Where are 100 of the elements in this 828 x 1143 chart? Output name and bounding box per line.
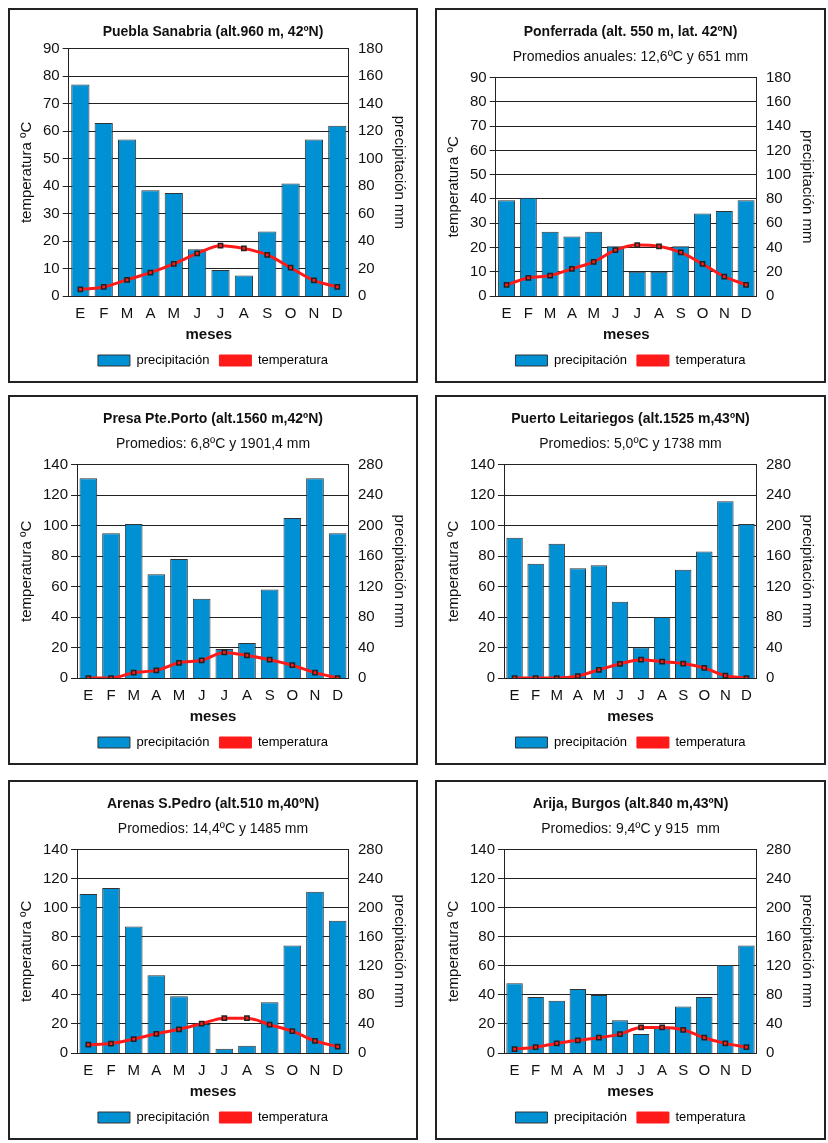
point (77, 286, 84, 293)
y2-axis-title: precipitación mm (799, 894, 817, 1008)
x-tick-label: N (719, 686, 731, 704)
legend-label: precipitación (553, 734, 627, 750)
x-tick-label: O (696, 304, 709, 322)
x-tick-label: A (151, 1061, 162, 1079)
legend-label: precipitación (553, 1109, 627, 1125)
y2-tick-label: 120 (765, 140, 791, 158)
point (334, 1043, 341, 1050)
x-tick-label: D (740, 304, 752, 322)
y2-tick-label: 0 (357, 1043, 367, 1061)
y-tick-label: 120 (43, 485, 69, 503)
x-tick-label: J (197, 686, 206, 704)
x-tick-label: D (741, 1061, 753, 1079)
y-tick-label: 40 (478, 607, 496, 625)
y2-tick-label: 0 (357, 286, 367, 304)
point (699, 261, 706, 267)
y-tick-label: 100 (470, 515, 496, 533)
y-tick-label: 70 (43, 93, 60, 111)
x-tick-label: A (653, 304, 664, 322)
x-tick-label: J (197, 1061, 206, 1079)
chart-title: Puerto Leitariegos (alt.1525 m,43ºN) (511, 410, 750, 427)
x-tick-label: J (220, 1061, 229, 1079)
y2-axis-title: precipitación mm (391, 115, 409, 230)
chart-title: Arija, Burgos (alt.840 m,43ºN) (532, 795, 729, 812)
point (503, 281, 510, 288)
y2-tick-label: 160 (357, 66, 383, 84)
y-tick-label: 100 (43, 897, 69, 915)
x-tick-label: S (678, 686, 689, 704)
point (100, 284, 107, 290)
y-tick-label: 10 (470, 261, 487, 279)
x-tick-label: S (264, 686, 275, 704)
y-axis-title: temperatura ºC (444, 135, 462, 238)
y2-tick-label: 180 (357, 38, 383, 56)
y2-tick-label: 280 (357, 839, 383, 857)
x-tick-label: A (566, 304, 577, 322)
x-tick-label: J (637, 1061, 645, 1079)
y2-tick-label: 40 (357, 1014, 375, 1032)
x-tick-label: M (592, 686, 606, 704)
point (553, 1040, 560, 1047)
y2-tick-label: 0 (765, 286, 775, 304)
y2-tick-label: 0 (357, 668, 367, 686)
y2-tick-label: 160 (765, 926, 791, 944)
point (638, 1024, 644, 1031)
legend-label: temperatura (675, 352, 747, 368)
y2-tick-label: 160 (357, 546, 383, 564)
x-tick-label: A (241, 1061, 252, 1079)
y-axis-title: temperatura ºC (17, 520, 35, 622)
x-tick-label: O (284, 304, 297, 322)
y-tick-label: 120 (470, 485, 496, 503)
y2-tick-label: 160 (357, 926, 383, 944)
y-axis-title: temperatura ºC (17, 121, 35, 224)
y2-tick-label: 240 (765, 485, 791, 503)
x-axis-title: meses (602, 325, 650, 343)
y-tick-label: 20 (43, 231, 60, 249)
y-tick-label: 0 (51, 286, 60, 304)
x-tick-label: A (151, 686, 162, 704)
point (722, 1040, 729, 1047)
x-tick-label: N (718, 304, 730, 322)
x-tick-label: A (657, 686, 668, 704)
y2-tick-label: 240 (357, 868, 383, 886)
y2-tick-label: 20 (357, 258, 375, 276)
x-tick-label: J (220, 686, 229, 704)
point (311, 277, 317, 284)
x-axis-title: meses (607, 707, 654, 725)
chart-title: Puebla Sanabria (alt.960 m, 42ºN) (102, 23, 324, 40)
point (532, 1044, 539, 1051)
y-tick-label: 140 (43, 454, 69, 472)
x-tick-label: F (106, 686, 116, 704)
point (264, 251, 271, 258)
x-tick-label: E (83, 686, 94, 704)
y2-tick-label: 120 (357, 576, 383, 594)
x-tick-label: O (698, 1061, 711, 1079)
x-tick-label: S (675, 304, 686, 322)
point (617, 1031, 623, 1037)
y2-tick-label: 60 (765, 213, 783, 231)
y2-tick-label: 60 (357, 203, 375, 221)
point (659, 1024, 665, 1031)
y2-tick-label: 80 (357, 985, 375, 1003)
y-tick-label: 40 (470, 189, 487, 207)
x-tick-label: J (611, 304, 620, 322)
x-tick-label: E (509, 686, 520, 704)
legend-label: temperatura (257, 1109, 329, 1125)
x-tick-label: J (637, 686, 645, 704)
y-tick-label: 120 (43, 868, 69, 886)
y2-tick-label: 80 (357, 607, 375, 625)
x-tick-label: M (592, 1061, 606, 1079)
legend-label: precipitación (136, 734, 210, 750)
point (312, 1038, 318, 1044)
x-tick-label: D (332, 1061, 344, 1079)
x-tick-label: M (550, 686, 563, 704)
y2-tick-label: 240 (765, 868, 791, 886)
x-axis-title: meses (189, 1082, 237, 1100)
x-tick-label: S (262, 304, 273, 322)
y2-tick-label: 0 (765, 668, 775, 686)
y2-tick-label: 20 (765, 261, 783, 279)
y-tick-label: 100 (470, 897, 496, 915)
x-tick-label: E (501, 304, 512, 322)
legend-label: precipitación (136, 352, 210, 368)
x-axis-title: meses (189, 707, 237, 725)
